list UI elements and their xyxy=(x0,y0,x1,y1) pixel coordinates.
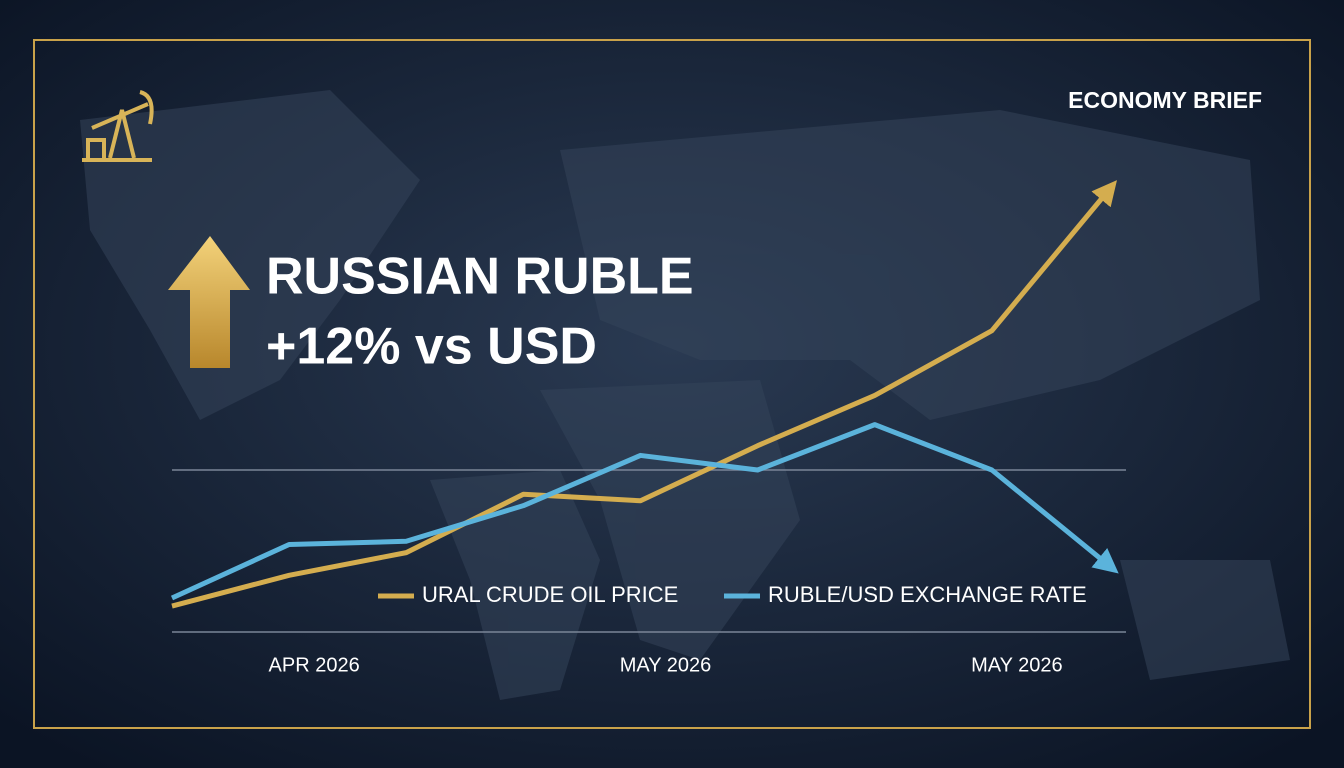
subheadline: +12% vs USD xyxy=(266,318,597,376)
oil-pump-icon xyxy=(82,90,154,162)
frame xyxy=(33,39,1311,729)
data-line xyxy=(170,422,1119,601)
legend-label: URAL CRUDE OIL PRICE xyxy=(422,582,678,607)
x-tick-label: MAY 2026 xyxy=(620,654,712,676)
data-line xyxy=(171,180,1117,609)
legend-label: RUBLE/USD EXCHANGE RATE xyxy=(768,582,1087,607)
up-arrow-icon xyxy=(168,236,250,368)
headline: RUSSIAN RUBLE xyxy=(266,248,694,306)
world-map xyxy=(80,90,1290,700)
x-tick-label: APR 2026 xyxy=(269,654,360,676)
brand: ECONOMY BRIEF xyxy=(1068,87,1262,113)
x-tick-label: MAY 2026 xyxy=(971,654,1063,676)
